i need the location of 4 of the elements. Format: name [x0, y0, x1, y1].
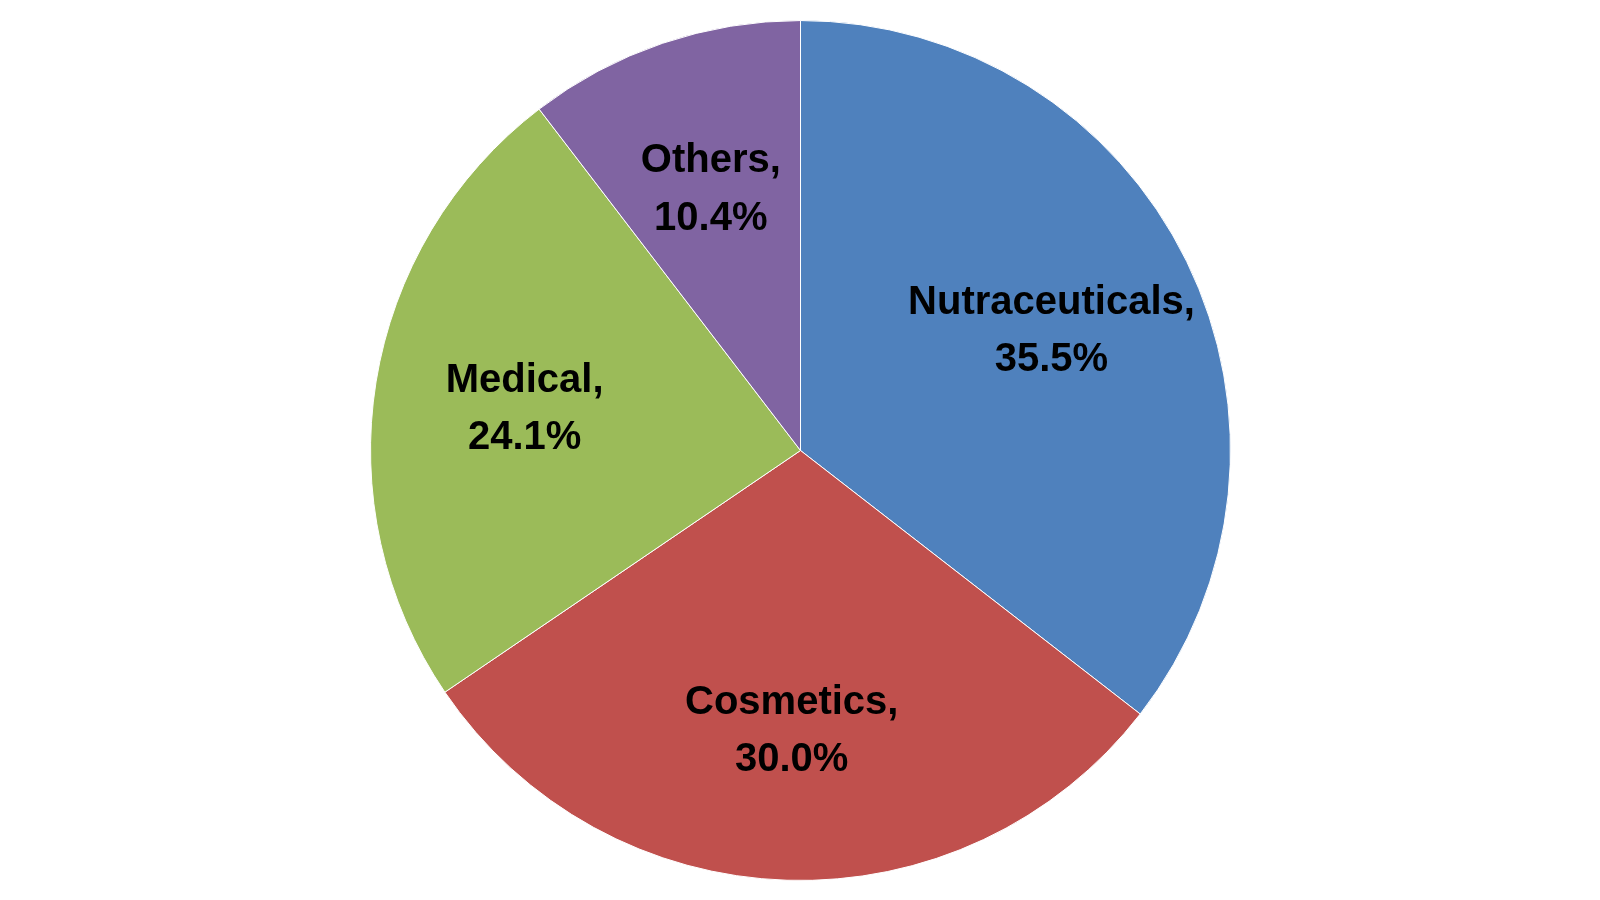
slice-label: Medical, 24.1% [445, 355, 604, 457]
slice-label: Others, 10.4% [640, 136, 781, 238]
slice-label: Cosmetics, 30.0% [685, 677, 899, 780]
slice-label: Nutraceuticals, 35.5% [908, 277, 1195, 379]
